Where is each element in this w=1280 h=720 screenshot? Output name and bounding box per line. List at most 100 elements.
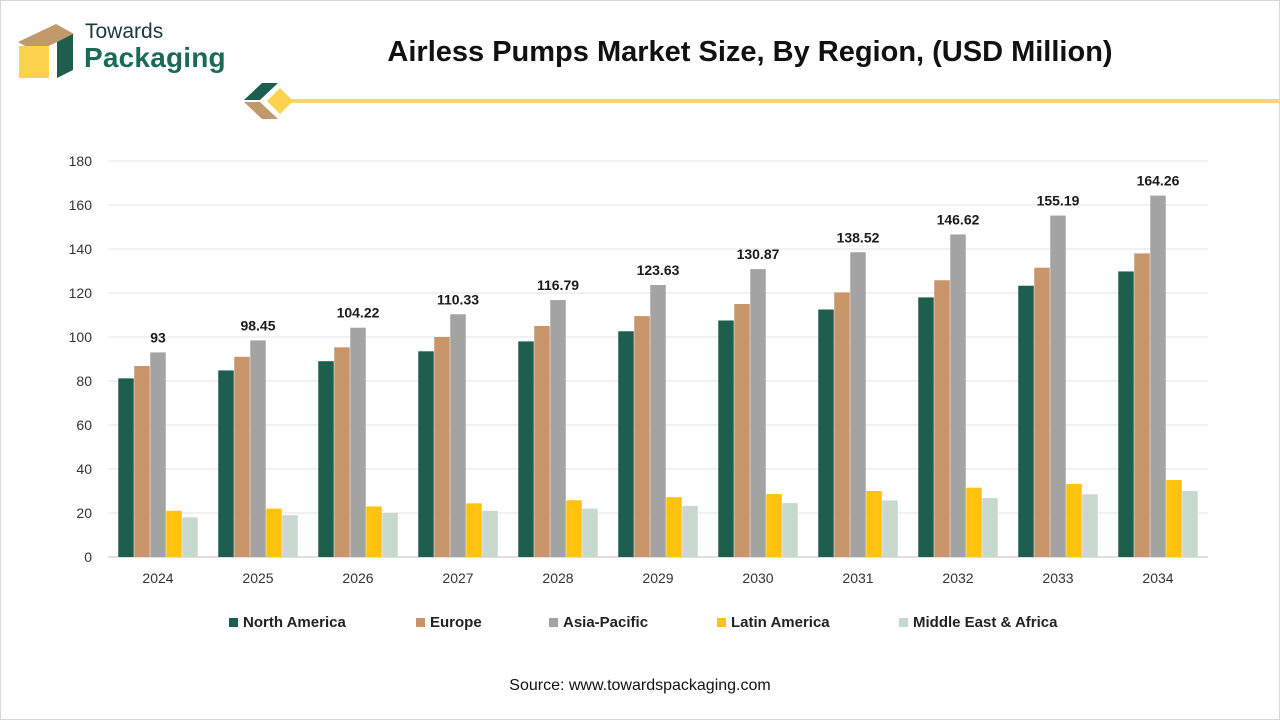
bar-north-america-2027 <box>418 351 434 557</box>
bar-middle-east-africa-2027 <box>482 510 498 557</box>
bar-middle-east-africa-2032 <box>982 498 998 557</box>
bar-latin-america-2027 <box>466 503 482 557</box>
bar-north-america-2032 <box>918 297 934 557</box>
legend-label: Asia-Pacific <box>563 614 649 631</box>
bar-europe-2026 <box>334 347 350 557</box>
bar-latin-america-2031 <box>866 491 882 557</box>
bars <box>118 195 1198 558</box>
data-label-2024: 93 <box>150 329 166 345</box>
legend-item-europe: Europe <box>416 614 482 631</box>
bar-asia-pacific-2028 <box>550 300 566 557</box>
legend-swatch <box>549 618 558 627</box>
bar-europe-2034 <box>1134 253 1150 557</box>
y-tick-label: 60 <box>76 417 92 433</box>
y-tick-label: 20 <box>76 505 92 521</box>
bar-europe-2027 <box>434 337 450 557</box>
legend-swatch <box>717 618 726 627</box>
data-label-2034: 164.26 <box>1137 173 1180 189</box>
bar-europe-2029 <box>634 316 650 557</box>
x-tick-label: 2033 <box>1042 570 1073 586</box>
data-label-2029: 123.63 <box>637 262 680 278</box>
y-tick-label: 180 <box>69 153 93 169</box>
data-label-2031: 138.52 <box>837 229 880 245</box>
bar-north-america-2024 <box>118 378 134 557</box>
bar-europe-2024 <box>134 366 150 557</box>
bar-asia-pacific-2030 <box>750 269 766 557</box>
x-tick-label: 2034 <box>1142 570 1173 586</box>
y-tick-label: 160 <box>69 197 93 213</box>
chart-title: Airless Pumps Market Size, By Region, (U… <box>387 36 1113 68</box>
data-label-2032: 146.62 <box>937 211 980 227</box>
bar-asia-pacific-2032 <box>950 234 966 557</box>
bar-europe-2025 <box>234 356 250 557</box>
bar-asia-pacific-2029 <box>650 285 666 557</box>
x-tick-label: 2024 <box>142 570 173 586</box>
bar-latin-america-2032 <box>966 487 982 557</box>
legend-item-middle-east-africa: Middle East & Africa <box>899 614 1057 631</box>
towards-packaging-logo <box>18 24 74 78</box>
data-label-2025: 98.45 <box>240 317 275 333</box>
bar-latin-america-2029 <box>666 497 682 557</box>
source-note: Source: www.towardspackaging.com <box>509 677 771 694</box>
bar-latin-america-2024 <box>166 510 182 557</box>
bar-middle-east-africa-2029 <box>682 505 698 557</box>
y-tick-label: 0 <box>84 549 92 565</box>
bar-middle-east-africa-2033 <box>1082 494 1098 557</box>
legend-label: Latin America <box>731 614 830 631</box>
legend-swatch <box>229 618 238 627</box>
legend-swatch <box>899 618 908 627</box>
bar-asia-pacific-2024 <box>150 352 166 557</box>
bar-north-america-2029 <box>618 331 634 557</box>
legend-item-latin-america: Latin America <box>717 614 830 631</box>
data-label-2033: 155.19 <box>1037 193 1080 209</box>
legend: North America Europe Asia-Pacific Latin … <box>0 614 1280 638</box>
data-label-2030: 130.87 <box>737 246 780 262</box>
bar-middle-east-africa-2028 <box>582 508 598 557</box>
legend-swatch <box>416 618 425 627</box>
x-tick-label: 2030 <box>742 570 773 586</box>
data-label-2027: 110.33 <box>437 291 479 307</box>
x-tick-label: 2029 <box>642 570 673 586</box>
bar-latin-america-2025 <box>266 508 282 557</box>
brand-line-2: Packaging <box>84 42 226 73</box>
bar-north-america-2033 <box>1018 285 1034 557</box>
data-label-2026: 104.22 <box>337 305 380 321</box>
legend-item-north-america: North America <box>229 614 346 631</box>
y-tick-label: 80 <box>76 373 92 389</box>
bar-middle-east-africa-2031 <box>882 500 898 557</box>
bar-north-america-2025 <box>218 370 234 557</box>
x-tick-label: 2025 <box>242 570 273 586</box>
x-tick-label: 2031 <box>842 570 873 586</box>
y-axis-ticks: 0 20 40 60 80 100 120 140 160 180 <box>69 153 93 565</box>
bar-middle-east-africa-2030 <box>782 503 798 557</box>
bar-north-america-2026 <box>318 361 334 557</box>
y-tick-label: 120 <box>69 285 93 301</box>
x-tick-label: 2026 <box>342 570 373 586</box>
bar-latin-america-2028 <box>566 500 582 557</box>
bar-europe-2033 <box>1034 267 1050 557</box>
title-divider <box>244 83 1280 119</box>
bar-north-america-2030 <box>718 320 734 557</box>
legend-label: Europe <box>430 614 482 631</box>
bar-asia-pacific-2027 <box>450 314 466 557</box>
y-tick-label: 140 <box>69 241 93 257</box>
bar-latin-america-2026 <box>366 506 382 557</box>
bar-europe-2032 <box>934 280 950 557</box>
bar-asia-pacific-2031 <box>850 252 866 558</box>
bar-asia-pacific-2025 <box>250 340 266 557</box>
bar-middle-east-africa-2025 <box>282 515 298 557</box>
x-axis-ticks: 2024 2025 2026 2027 2028 2029 2030 2031 2032 2033… <box>142 570 1173 586</box>
x-tick-label: 2028 <box>542 570 573 586</box>
x-tick-label: 2032 <box>942 570 973 586</box>
bar-middle-east-africa-2024 <box>182 517 198 557</box>
legend-label: North America <box>243 614 346 631</box>
bar-europe-2030 <box>734 304 750 557</box>
bar-asia-pacific-2026 <box>350 327 366 557</box>
x-tick-label: 2027 <box>442 570 473 586</box>
legend-item-asia-pacific: Asia-Pacific <box>549 614 648 631</box>
y-tick-label: 40 <box>76 461 92 477</box>
bar-latin-america-2033 <box>1066 483 1082 557</box>
bar-north-america-2031 <box>818 309 834 557</box>
bar-middle-east-africa-2026 <box>382 513 398 557</box>
